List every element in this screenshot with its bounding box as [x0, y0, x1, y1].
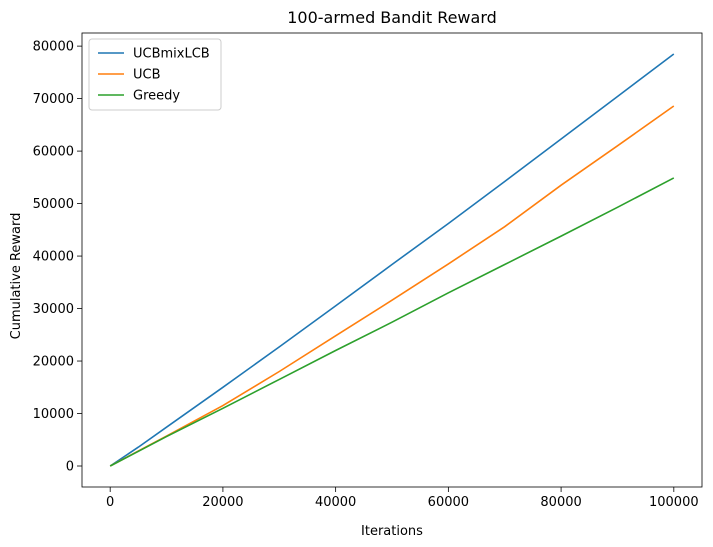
- legend: UCBmixLCB UCB Greedy: [88, 38, 222, 111]
- y-tick-label: 20000: [33, 355, 74, 370]
- legend-box: [88, 38, 222, 111]
- y-tick-label: 70000: [33, 92, 74, 107]
- x-tick-label: 0: [106, 495, 114, 510]
- plot-area: [81, 32, 703, 488]
- y-tick-label: 40000: [33, 250, 74, 265]
- legend-label: UCB: [133, 68, 161, 83]
- legend-label: UCBmixLCB: [133, 47, 210, 62]
- plot-frame: [81, 32, 703, 488]
- y-tick-label: 30000: [33, 302, 74, 317]
- x-tick-label: 20000: [202, 495, 243, 510]
- series-lines: [109, 53, 675, 467]
- x-axis-label: Iterations: [361, 524, 423, 539]
- y-tick-label: 80000: [33, 40, 74, 55]
- series-line-ucb: [109, 105, 675, 467]
- y-tick-label: 50000: [33, 197, 74, 212]
- y-axis: 0 10000 20000 30000 40000 50000 60000 70000 8000…: [33, 40, 82, 475]
- series-line-greedy: [109, 177, 675, 467]
- legend-label: Greedy: [133, 89, 180, 104]
- y-tick-label: 0: [66, 460, 74, 475]
- x-axis: 0 20000 40000 60000 80000 100000: [106, 487, 699, 510]
- x-tick-label: 100000: [649, 495, 699, 510]
- x-tick-label: 40000: [315, 495, 356, 510]
- x-tick-label: 80000: [540, 495, 581, 510]
- series-line-ucbmixlcb: [109, 53, 675, 467]
- x-tick-label: 60000: [428, 495, 469, 510]
- y-tick-label: 10000: [33, 407, 74, 422]
- y-axis-label: Cumulative Reward: [9, 213, 24, 340]
- y-tick-label: 60000: [33, 145, 74, 160]
- chart-title: 100-armed Bandit Reward: [287, 8, 497, 27]
